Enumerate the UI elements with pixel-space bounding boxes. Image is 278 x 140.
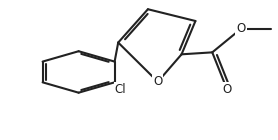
- Text: O: O: [153, 75, 162, 88]
- Text: O: O: [222, 83, 232, 96]
- Text: O: O: [236, 22, 245, 35]
- Text: Cl: Cl: [115, 83, 126, 96]
